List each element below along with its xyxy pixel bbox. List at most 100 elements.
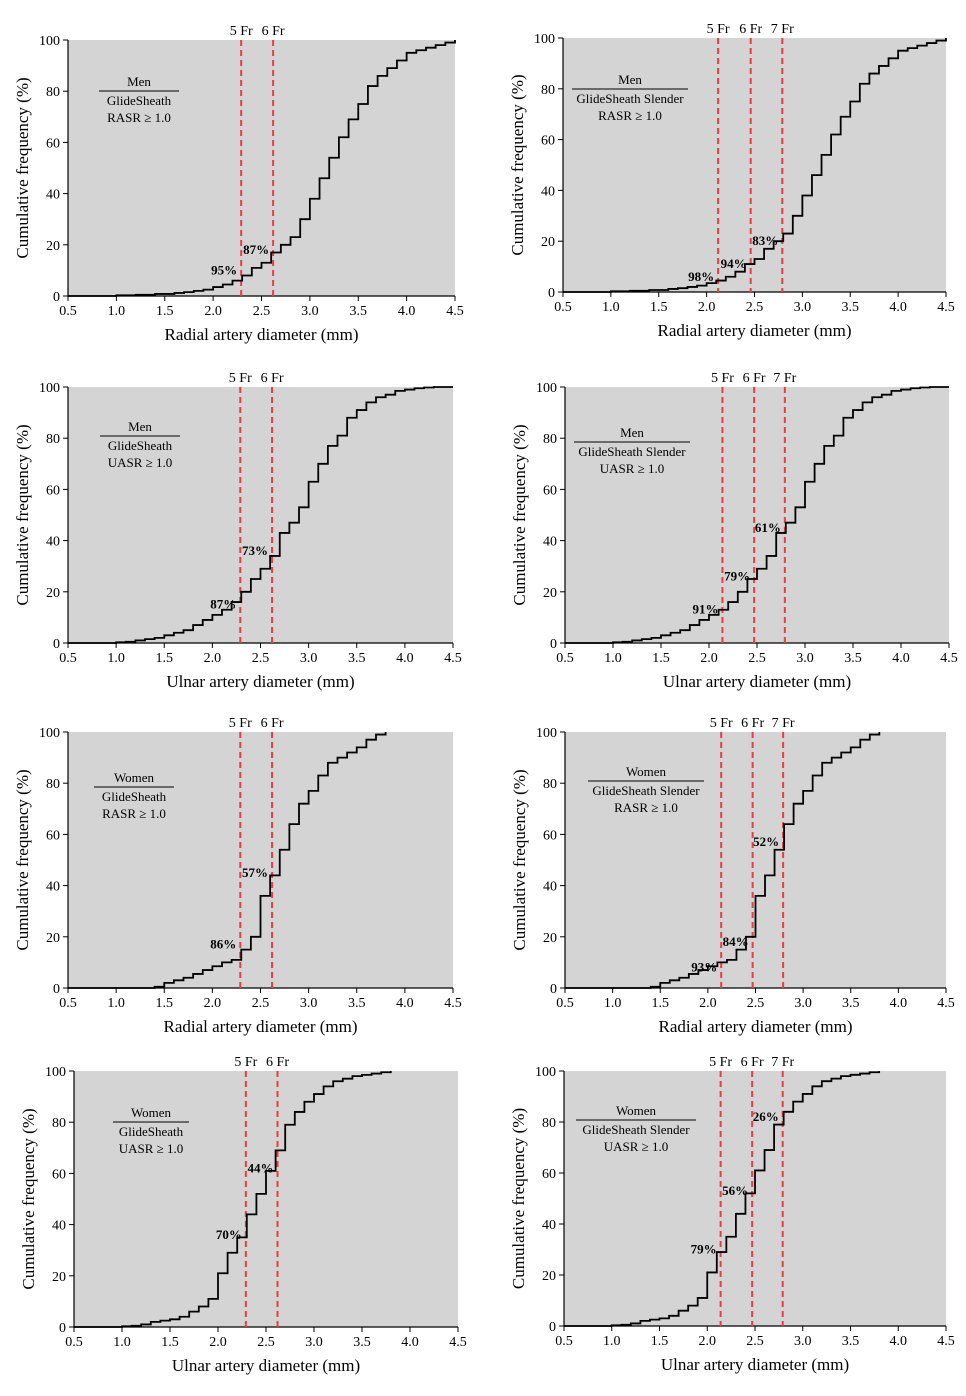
y-axis-label: Cumulative frequency (%) xyxy=(508,74,527,255)
chart-panel-8: 0.5 1.0 1.5 2.0 2.5 3.0 3.5 4.0 4.5 0 20 40 60 80 100 U… xyxy=(509,1055,955,1374)
plot-area xyxy=(68,732,453,988)
y-tick-label: 100 xyxy=(45,1065,66,1080)
y-tick-label: 0 xyxy=(53,290,60,305)
cumulative-frequency-curve xyxy=(564,1071,881,1327)
x-tick-label: 2.0 xyxy=(209,1335,227,1350)
y-tick-label: 0 xyxy=(53,982,60,997)
cumulative-frequency-curve xyxy=(563,38,947,293)
plot-area xyxy=(68,40,455,296)
y-tick-label: 40 xyxy=(46,188,60,203)
x-axis-label: Radial artery diameter (mm) xyxy=(165,325,359,344)
cumulative-frequency-curve xyxy=(68,732,387,989)
y-tick-label: 20 xyxy=(542,1269,556,1284)
y-tick-label: 40 xyxy=(541,184,555,199)
percentage-label: 73% xyxy=(242,543,268,558)
legend-device: GlideSheath xyxy=(107,93,172,108)
percentage-label: 84% xyxy=(723,934,749,949)
x-tick-label: 4.5 xyxy=(444,996,462,1011)
y-tick-label: 80 xyxy=(46,777,60,792)
x-tick-label: 4.0 xyxy=(396,651,414,666)
chart-panel-5: 0.5 1.0 1.5 2.0 2.5 3.0 3.5 4.0 4.5 0 20 40 60 80 100 R… xyxy=(13,716,462,1036)
y-tick-label: 20 xyxy=(46,239,60,254)
y-tick-label: 80 xyxy=(543,777,557,792)
x-tick-label: 4.5 xyxy=(937,996,955,1011)
y-axis-label: Cumulative frequency (%) xyxy=(19,1108,38,1289)
y-tick-label: 80 xyxy=(46,432,60,447)
percentage-label: 98% xyxy=(688,269,714,284)
x-tick-label: 2.5 xyxy=(747,996,765,1011)
sheath-size-label: 6 Fr xyxy=(261,371,284,386)
sheath-size-label: 6 Fr xyxy=(743,371,766,386)
sheath-size-label: 6 Fr xyxy=(262,24,285,39)
y-tick-label: 20 xyxy=(46,586,60,601)
y-tick-label: 80 xyxy=(543,432,557,447)
x-tick-label: 2.0 xyxy=(204,304,222,319)
legend-device: GlideSheath Slender xyxy=(578,444,686,459)
x-tick-label: 0.5 xyxy=(556,996,574,1011)
y-tick-label: 40 xyxy=(543,535,557,550)
legend-group: Men xyxy=(618,72,642,87)
y-tick-label: 20 xyxy=(543,586,557,601)
x-tick-label: 3.0 xyxy=(301,304,319,319)
percentage-label: 26% xyxy=(753,1109,779,1124)
x-tick-label: 4.0 xyxy=(889,300,907,315)
legend-group: Men xyxy=(127,74,151,89)
sheath-size-label: 5 Fr xyxy=(230,24,253,39)
x-tick-label: 4.0 xyxy=(401,1335,419,1350)
plot-area xyxy=(564,1071,946,1326)
legend-ratio: RASR ≥ 1.0 xyxy=(102,806,166,821)
sheath-size-label: 5 Fr xyxy=(710,716,733,731)
percentage-label: 83% xyxy=(752,233,778,248)
x-tick-label: 1.0 xyxy=(113,1335,131,1350)
x-tick-label: 0.5 xyxy=(555,1334,573,1349)
sheath-size-label: 6 Fr xyxy=(261,716,284,731)
legend-ratio: RASR ≥ 1.0 xyxy=(107,110,171,125)
x-tick-label: 0.5 xyxy=(556,651,574,666)
legend-ratio: RASR ≥ 1.0 xyxy=(598,108,662,123)
cumulative-frequency-curve xyxy=(74,1071,392,1328)
y-tick-label: 20 xyxy=(52,1270,66,1285)
x-tick-label: 1.0 xyxy=(604,996,622,1011)
x-tick-label: 4.5 xyxy=(449,1335,467,1350)
plot-area xyxy=(68,387,453,643)
legend-group: Women xyxy=(616,1103,657,1118)
percentage-label: 70% xyxy=(216,1227,242,1242)
legend-ratio: UASR ≥ 1.0 xyxy=(600,461,665,476)
y-tick-label: 100 xyxy=(535,1065,556,1080)
x-tick-label: 4.5 xyxy=(446,304,464,319)
y-tick-label: 60 xyxy=(543,483,557,498)
plot-area xyxy=(565,732,946,988)
x-tick-label: 1.0 xyxy=(108,304,126,319)
x-tick-label: 2.0 xyxy=(699,1334,717,1349)
y-axis-label: Cumulative frequency (%) xyxy=(510,769,529,950)
x-tick-label: 1.5 xyxy=(156,651,174,666)
cumulative-frequency-curve xyxy=(68,386,453,644)
legend-device: GlideSheath Slender xyxy=(582,1122,690,1137)
percentage-label: 94% xyxy=(721,256,747,271)
x-tick-label: 0.5 xyxy=(59,996,77,1011)
percentage-label: 95% xyxy=(211,262,237,277)
x-tick-label: 1.5 xyxy=(652,651,670,666)
x-axis-label: Radial artery diameter (mm) xyxy=(164,1017,358,1036)
cumulative-frequency-curve xyxy=(565,732,881,989)
legend-device: GlideSheath xyxy=(102,789,167,804)
x-tick-label: 3.5 xyxy=(842,996,860,1011)
sheath-size-label: 7 Fr xyxy=(771,1055,794,1070)
sheath-size-label: 7 Fr xyxy=(772,716,795,731)
x-tick-label: 0.5 xyxy=(59,651,77,666)
chart-panel-4: 0.5 1.0 1.5 2.0 2.5 3.0 3.5 4.0 4.5 0 20 40 60 80 100 U… xyxy=(510,371,958,691)
y-tick-label: 80 xyxy=(542,1116,556,1131)
x-tick-label: 3.0 xyxy=(794,300,812,315)
x-tick-label: 3.0 xyxy=(305,1335,323,1350)
y-tick-label: 40 xyxy=(543,880,557,895)
sheath-size-label: 5 Fr xyxy=(229,716,252,731)
percentage-label: 52% xyxy=(753,834,779,849)
x-tick-label: 3.0 xyxy=(794,996,812,1011)
percentage-label: 44% xyxy=(248,1160,274,1175)
x-tick-label: 3.0 xyxy=(300,651,318,666)
chart-panel-6: 0.5 1.0 1.5 2.0 2.5 3.0 3.5 4.0 4.5 0 20 40 60 80 100 R… xyxy=(510,716,955,1036)
y-tick-label: 60 xyxy=(46,483,60,498)
x-tick-label: 2.5 xyxy=(252,996,270,1011)
x-tick-label: 2.5 xyxy=(748,651,766,666)
